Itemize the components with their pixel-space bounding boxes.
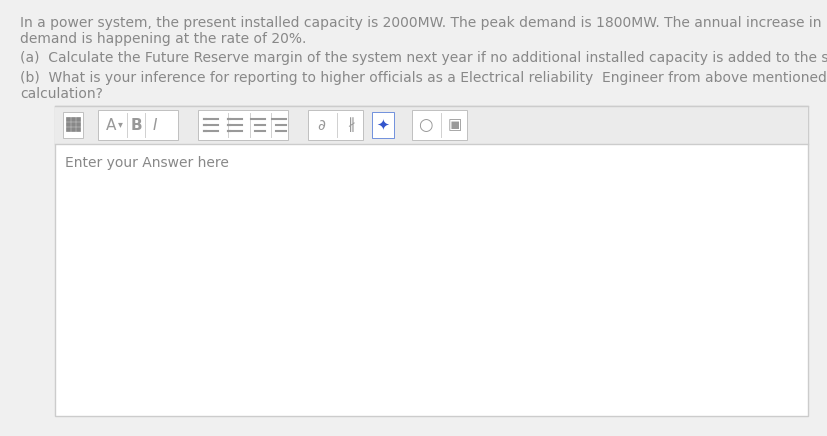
Bar bbox=[76, 127, 80, 131]
Text: ▾: ▾ bbox=[117, 119, 122, 129]
Bar bbox=[371, 112, 394, 138]
Text: ∦: ∦ bbox=[347, 117, 355, 133]
Bar bbox=[55, 106, 807, 144]
Text: A: A bbox=[106, 117, 116, 133]
Bar bbox=[308, 110, 362, 140]
Text: demand is happening at the rate of 20%.: demand is happening at the rate of 20%. bbox=[20, 32, 306, 46]
Bar bbox=[63, 112, 83, 138]
Bar bbox=[76, 122, 80, 126]
Text: I: I bbox=[152, 117, 157, 133]
Text: ○: ○ bbox=[418, 116, 432, 134]
Bar bbox=[55, 106, 807, 416]
Bar bbox=[412, 110, 466, 140]
Bar bbox=[66, 122, 70, 126]
Bar bbox=[66, 117, 70, 121]
Bar bbox=[71, 117, 75, 121]
Text: ∂: ∂ bbox=[317, 117, 324, 133]
Text: In a power system, the present installed capacity is 2000MW. The peak demand is : In a power system, the present installed… bbox=[20, 16, 827, 30]
Text: B: B bbox=[130, 117, 141, 133]
Bar bbox=[198, 110, 288, 140]
Text: (b)  What is your inference for reporting to higher officials as a Electrical re: (b) What is your inference for reporting… bbox=[20, 71, 826, 85]
Bar bbox=[76, 117, 80, 121]
Bar bbox=[98, 110, 178, 140]
Text: ▣: ▣ bbox=[447, 117, 461, 133]
Text: (a)  Calculate the Future Reserve margin of the system next year if no additiona: (a) Calculate the Future Reserve margin … bbox=[20, 51, 827, 65]
Text: ✦: ✦ bbox=[376, 117, 389, 133]
Text: calculation?: calculation? bbox=[20, 87, 103, 101]
Bar bbox=[71, 127, 75, 131]
Bar bbox=[66, 127, 70, 131]
Text: Enter your Answer here: Enter your Answer here bbox=[65, 156, 228, 170]
Bar bbox=[71, 122, 75, 126]
